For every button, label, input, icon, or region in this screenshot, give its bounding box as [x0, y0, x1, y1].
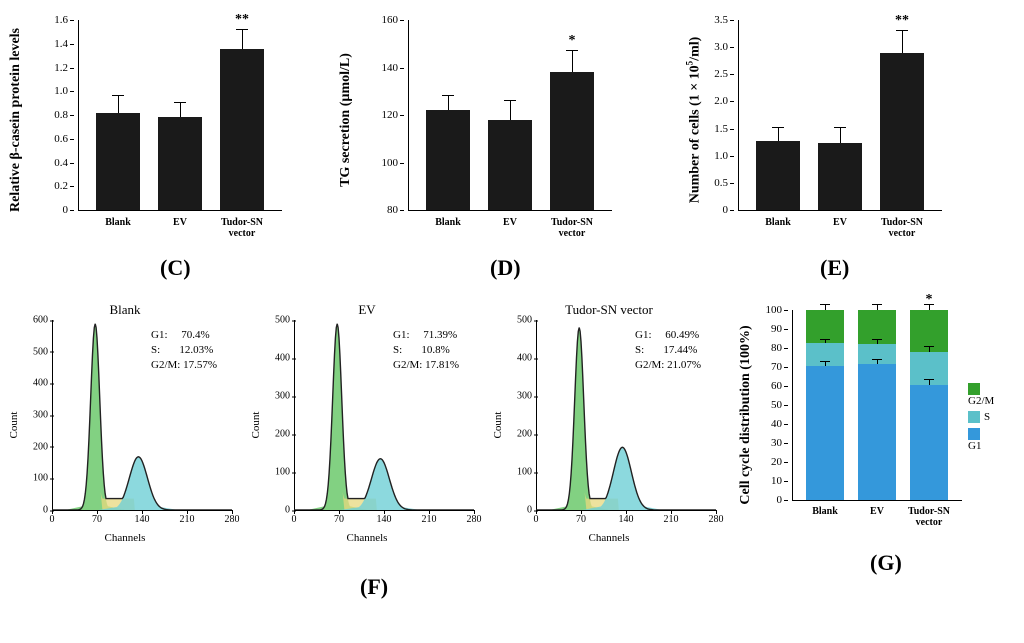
- category-label: Tudor-SN vector: [221, 217, 263, 239]
- significance-marker: **: [235, 12, 249, 28]
- panel-D: TG secretion (µmol/L)80100120140160Blank…: [350, 5, 640, 235]
- row-1: Relative β-casein protein levels00.20.40…: [0, 0, 1024, 280]
- stack-segment-G1: [910, 385, 948, 500]
- category-label: EV: [833, 217, 847, 228]
- category-label: Blank: [105, 217, 131, 228]
- legend: G2/MSG1: [968, 382, 994, 455]
- histogram-curve: [536, 320, 716, 510]
- stack-segment-G1: [806, 366, 844, 500]
- stack-segment-G1: [858, 364, 896, 500]
- row-2: Blank0100200300400500600070140210280Coun…: [0, 300, 1024, 600]
- histogram-tudor: Tudor-SN vector0100200300400500070140210…: [494, 310, 724, 540]
- category-label: Blank: [812, 506, 838, 517]
- bar: [96, 113, 140, 210]
- significance-marker: **: [895, 13, 909, 29]
- histogram-title: Tudor-SN vector: [565, 302, 653, 318]
- significance-marker: *: [569, 33, 576, 49]
- category-label: Blank: [435, 217, 461, 228]
- category-label: EV: [503, 217, 517, 228]
- y-axis-label: TG secretion (µmol/L): [338, 53, 354, 187]
- bar-chart-C: Relative β-casein protein levels00.20.40…: [20, 5, 280, 235]
- panel-G: Cell cycle distribution (100%)0102030405…: [738, 300, 1018, 530]
- y-axis-label: Count: [8, 412, 20, 439]
- figure-page: Relative β-casein protein levels00.20.40…: [0, 0, 1024, 643]
- bar: [488, 120, 532, 210]
- significance-marker: *: [926, 292, 933, 308]
- category-label: Tudor-SN vector: [551, 217, 593, 239]
- y-axis-label: Cell cycle distribution (100%): [738, 325, 754, 504]
- panel-letter-G: (G): [870, 550, 902, 576]
- x-axis-label: Channels: [347, 532, 388, 544]
- category-label: Blank: [765, 217, 791, 228]
- x-axis-label: Channels: [589, 532, 630, 544]
- bar: [818, 143, 862, 210]
- category-label: EV: [173, 217, 187, 228]
- panel-letter-E: (E): [820, 255, 849, 281]
- bar: [550, 72, 594, 210]
- category-label: Tudor-SN vector: [881, 217, 923, 239]
- panel-letter-D: (D): [490, 255, 521, 281]
- bar: [756, 141, 800, 210]
- x-axis-label: Channels: [105, 532, 146, 544]
- bar-chart-E: Number of cells (1 × 105/ml)00.51.01.52.…: [680, 5, 940, 235]
- panel-E: Number of cells (1 × 105/ml)00.51.01.52.…: [680, 5, 970, 235]
- histogram-title: Blank: [109, 302, 140, 318]
- histogram-curve: [294, 320, 474, 510]
- histogram-curve: [52, 320, 232, 510]
- y-axis-label: Count: [250, 412, 262, 439]
- histogram-ev: EV0100200300400500070140210280CountChann…: [252, 310, 482, 540]
- y-axis-label: Count: [492, 412, 504, 439]
- bar: [220, 49, 264, 211]
- panel-C: Relative β-casein protein levels00.20.40…: [20, 5, 310, 235]
- histogram-title: EV: [358, 302, 375, 318]
- bar-chart-D: TG secretion (µmol/L)80100120140160Blank…: [350, 5, 610, 235]
- histogram-blank: Blank0100200300400500600070140210280Coun…: [10, 310, 240, 540]
- category-label: Tudor-SN vector: [908, 506, 950, 528]
- bar: [426, 110, 470, 210]
- panel-letter-F: (F): [360, 574, 388, 600]
- stacked-bar-chart-G: Cell cycle distribution (100%)0102030405…: [738, 300, 988, 530]
- y-axis-label: Relative β-casein protein levels: [8, 28, 24, 212]
- panel-letter-C: (C): [160, 255, 191, 281]
- bar: [880, 53, 924, 210]
- bar: [158, 117, 202, 210]
- category-label: EV: [870, 506, 884, 517]
